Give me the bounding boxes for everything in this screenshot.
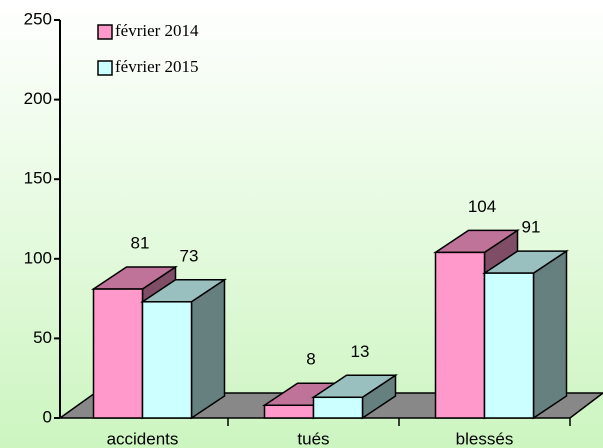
y-tick-label: 200 bbox=[24, 89, 52, 108]
x-tick-label: tués bbox=[297, 429, 329, 448]
y-tick-label: 0 bbox=[43, 407, 52, 426]
legend-swatch bbox=[97, 24, 113, 40]
data-label: 8 bbox=[306, 350, 315, 369]
data-label: 104 bbox=[468, 197, 496, 216]
x-tick-label: accidents bbox=[107, 429, 179, 448]
y-tick-label: 250 bbox=[24, 9, 52, 28]
y-tick-label: 100 bbox=[24, 248, 52, 267]
bar bbox=[263, 404, 315, 419]
bar bbox=[483, 272, 535, 419]
bar-side bbox=[532, 249, 568, 420]
legend-swatch bbox=[97, 60, 113, 76]
data-label: 13 bbox=[351, 342, 370, 361]
bar bbox=[92, 288, 144, 419]
y-tick-label: 50 bbox=[33, 328, 52, 347]
y-tick-label: 150 bbox=[24, 169, 52, 188]
data-label: 91 bbox=[522, 218, 541, 237]
legend-label: février 2015 bbox=[115, 57, 199, 76]
legend-label: février 2014 bbox=[115, 21, 199, 40]
data-label: 81 bbox=[131, 234, 150, 253]
bar bbox=[434, 251, 486, 419]
data-label: 73 bbox=[180, 246, 199, 265]
bar-side bbox=[190, 278, 226, 420]
bar bbox=[312, 396, 364, 419]
bar bbox=[141, 301, 193, 419]
x-tick-label: blessés bbox=[456, 429, 514, 448]
